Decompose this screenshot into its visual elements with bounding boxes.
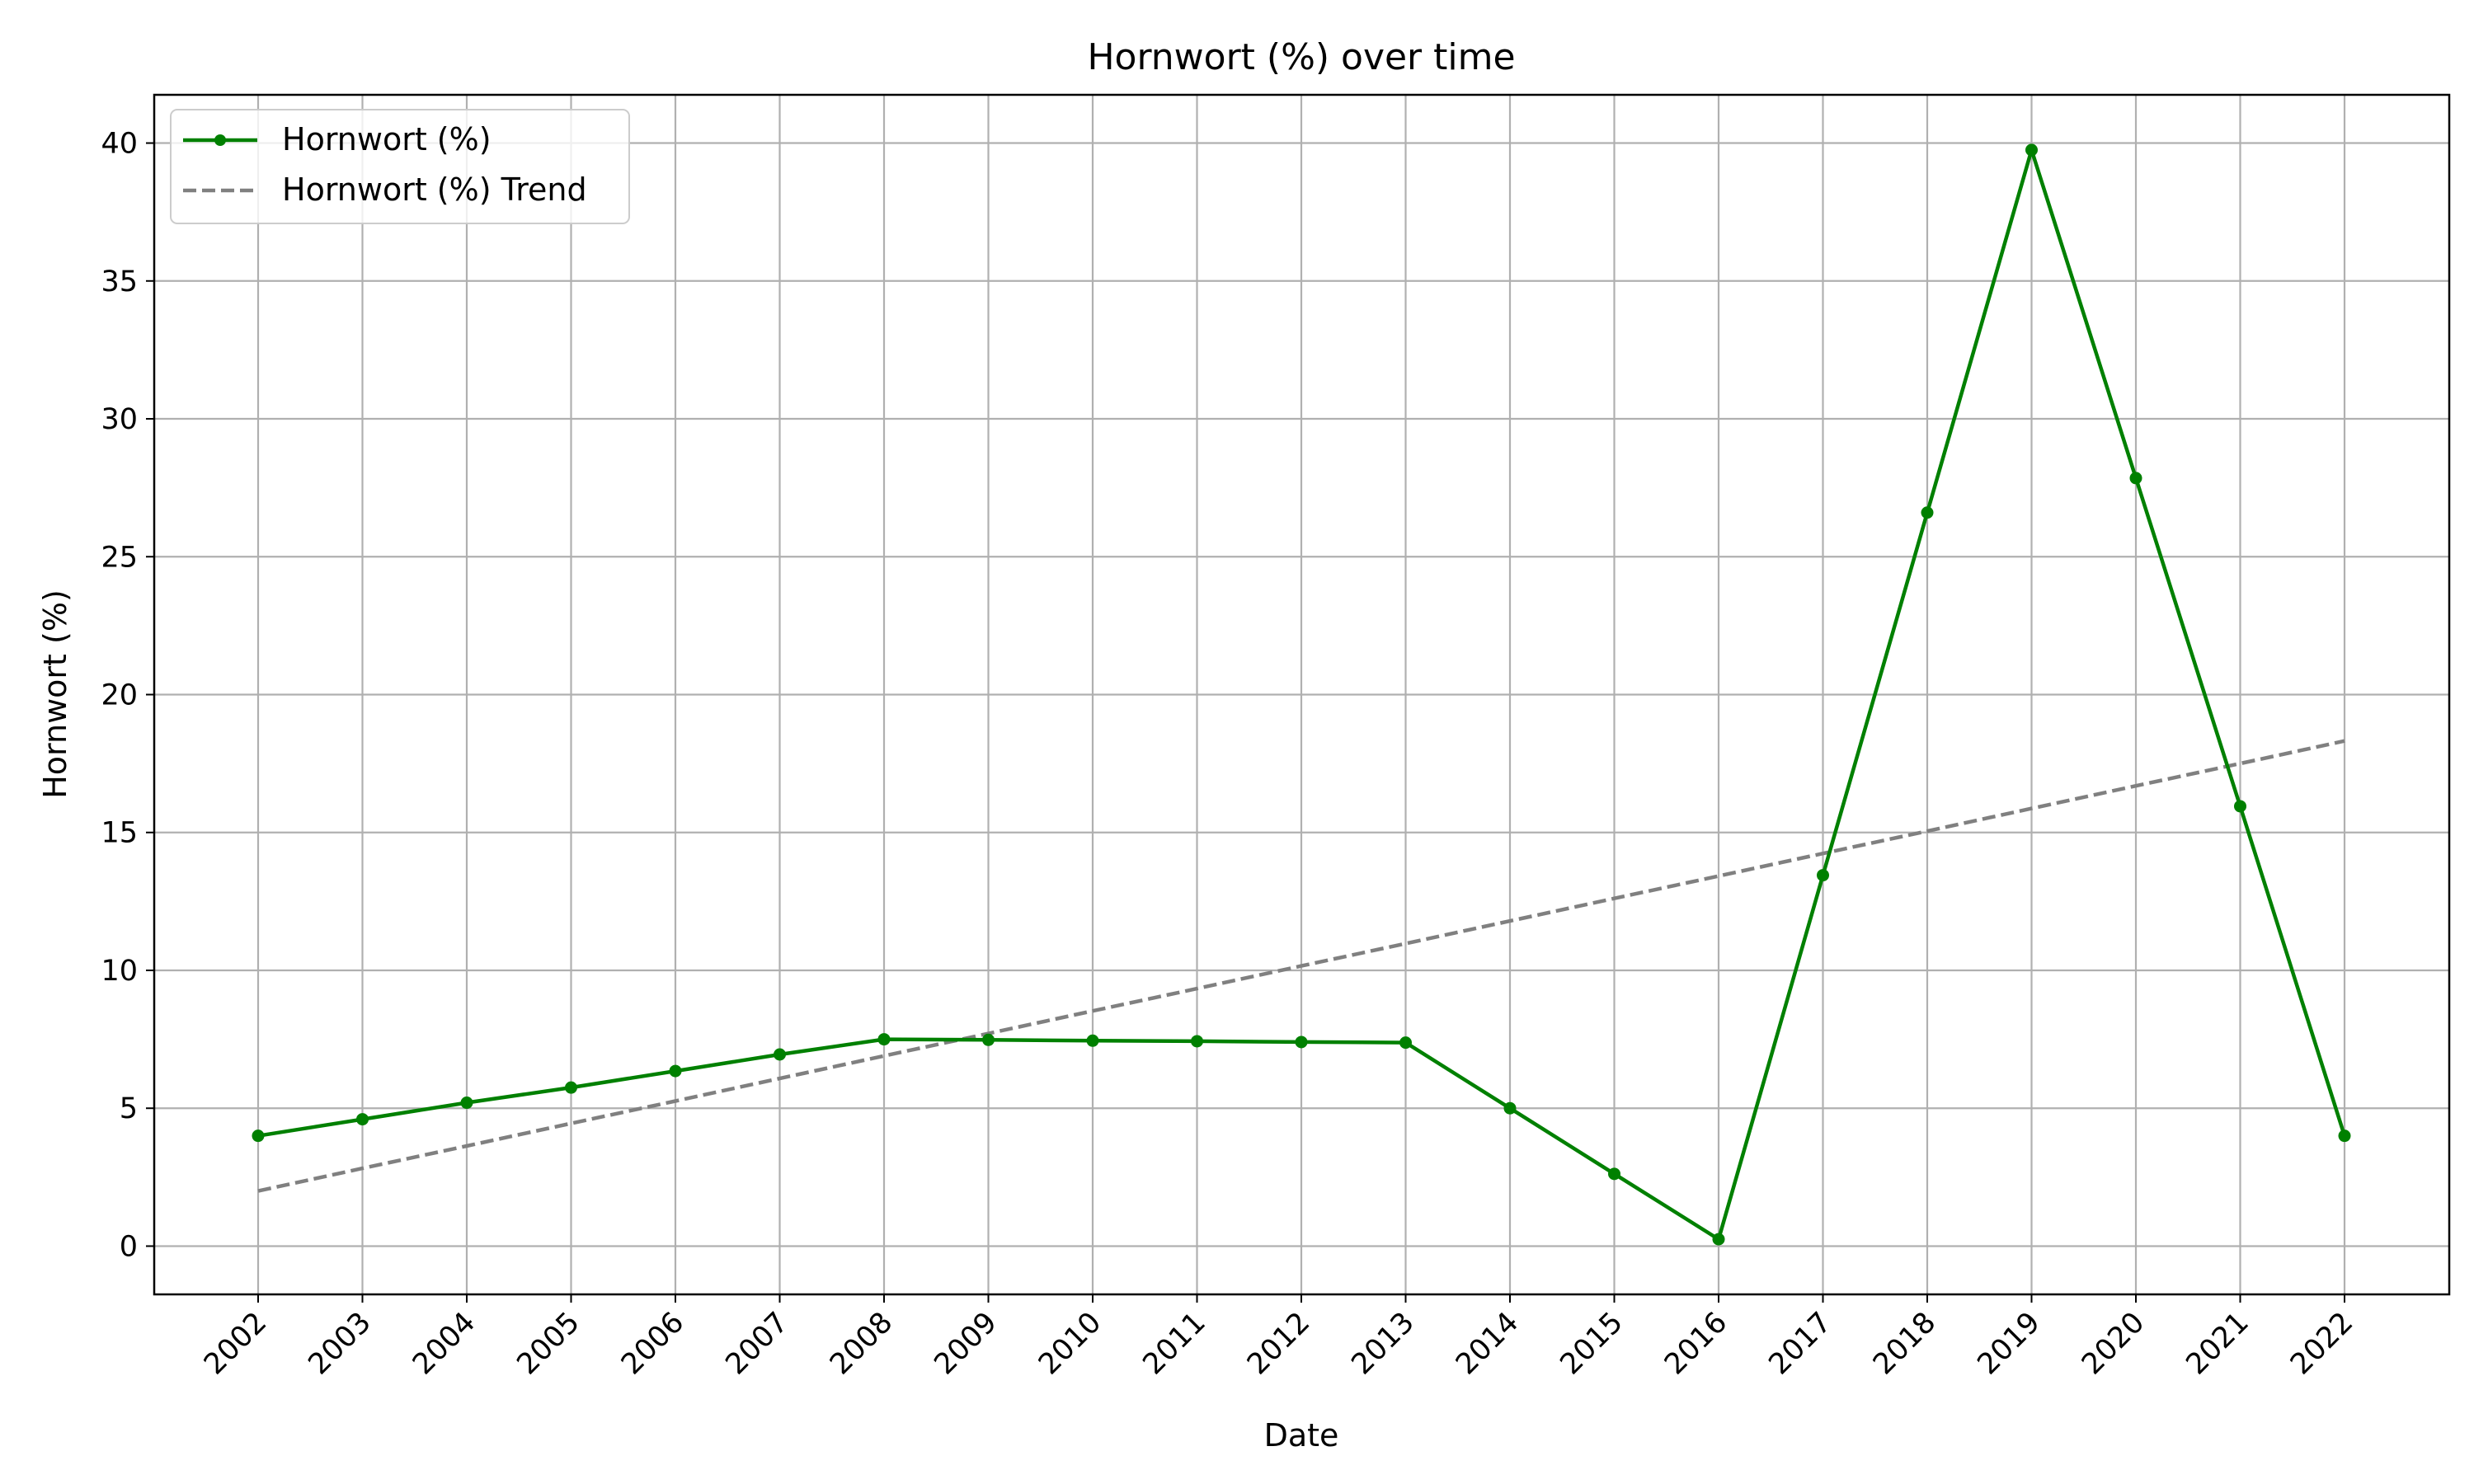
data-point-hornwort — [252, 1129, 265, 1143]
y-tick-label: 5 — [120, 1092, 138, 1125]
data-point-hornwort — [2025, 143, 2038, 157]
data-point-hornwort — [1712, 1233, 1725, 1246]
legend-label-trend: Hornwort (%) Trend — [282, 171, 587, 208]
data-point-hornwort — [1608, 1167, 1620, 1181]
legend-box — [170, 109, 630, 224]
legend-marker-series — [214, 134, 226, 146]
data-point-hornwort — [774, 1048, 786, 1061]
y-tick-label: 35 — [101, 265, 138, 298]
data-point-hornwort — [2234, 800, 2246, 813]
y-tick-label: 25 — [101, 541, 138, 574]
data-point-hornwort — [1503, 1101, 1517, 1115]
data-point-hornwort — [356, 1113, 369, 1126]
y-tick-label: 15 — [101, 817, 138, 850]
y-tick-label: 20 — [101, 679, 138, 712]
data-point-hornwort — [669, 1064, 682, 1078]
y-axis-label: Hornwort (%) — [37, 589, 73, 799]
plot-series — [252, 143, 2351, 1246]
y-tick-label: 10 — [101, 955, 138, 988]
y-tick-label: 40 — [101, 128, 138, 161]
data-point-hornwort — [565, 1081, 577, 1094]
legend: Hornwort (%) Hornwort (%) Trend — [170, 109, 630, 224]
data-point-hornwort — [2338, 1129, 2351, 1143]
data-point-hornwort — [1921, 506, 1934, 519]
data-point-hornwort — [1191, 1035, 1203, 1048]
data-point-hornwort — [982, 1033, 995, 1046]
legend-label-series: Hornwort (%) — [282, 121, 492, 157]
y-tick-label: 0 — [120, 1230, 138, 1263]
chart-title: Hornwort (%) over time — [1087, 36, 1515, 78]
data-point-hornwort — [1086, 1034, 1099, 1047]
data-point-hornwort — [2129, 472, 2142, 485]
x-axis-label: Date — [1264, 1417, 1339, 1453]
series-line-trend — [257, 739, 2345, 1193]
data-point-hornwort — [1817, 869, 1829, 882]
grid — [154, 95, 2449, 1294]
data-point-hornwort — [1295, 1036, 1308, 1049]
y-tick-label: 30 — [101, 403, 138, 436]
data-point-hornwort — [460, 1097, 473, 1110]
data-point-hornwort — [877, 1033, 891, 1046]
data-point-hornwort — [1399, 1036, 1412, 1050]
